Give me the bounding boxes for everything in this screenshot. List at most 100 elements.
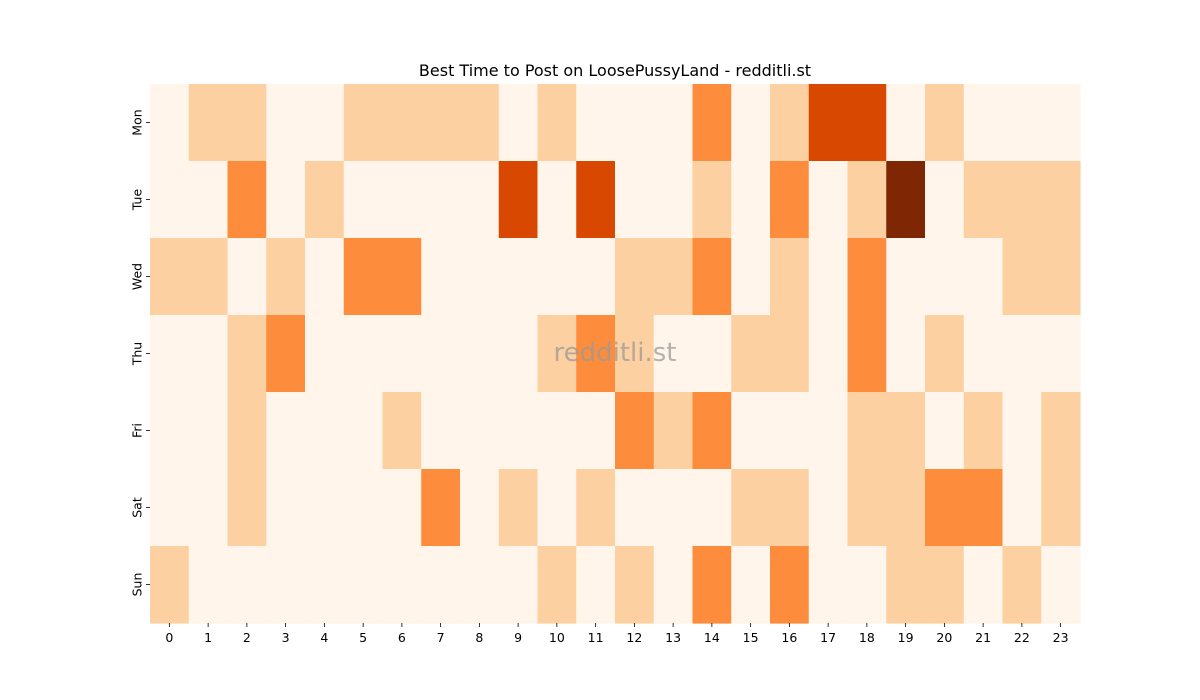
heatmap-cell-wed-19 bbox=[886, 238, 926, 316]
heatmap-cell-tue-3 bbox=[266, 161, 306, 239]
heatmap-cell-mon-16 bbox=[770, 84, 810, 162]
heatmap-cell-mon-4 bbox=[305, 84, 345, 162]
heatmap-cell-mon-8 bbox=[460, 84, 500, 162]
heatmap-cell-sat-9 bbox=[498, 469, 539, 547]
y-tick-label: Thu bbox=[130, 342, 145, 366]
heatmap-cell-fri-22 bbox=[1002, 392, 1042, 470]
heatmap-cell-sun-12 bbox=[615, 546, 655, 624]
heatmap-cell-sun-21 bbox=[963, 546, 1004, 624]
heatmap-cell-sat-16 bbox=[770, 469, 810, 547]
heatmap-cell-sun-23 bbox=[1041, 546, 1081, 624]
chart-title: Best Time to Post on LoosePussyLand - re… bbox=[419, 61, 811, 80]
heatmap-cell-tue-20 bbox=[925, 161, 965, 239]
heatmap-cell-sun-18 bbox=[847, 546, 887, 624]
heatmap-cell-sat-15 bbox=[731, 469, 771, 547]
heatmap-cell-wed-6 bbox=[382, 238, 422, 316]
heatmap-cell-wed-20 bbox=[925, 238, 965, 316]
heatmap-cell-fri-20 bbox=[925, 392, 965, 470]
x-tick-label: 0 bbox=[165, 630, 173, 645]
heatmap-cell-mon-11 bbox=[576, 84, 616, 162]
heatmap-cell-thu-15 bbox=[731, 315, 771, 393]
heatmap-cell-thu-12 bbox=[615, 315, 655, 393]
heatmap-cell-wed-11 bbox=[576, 238, 616, 316]
heatmap-cell-wed-4 bbox=[305, 238, 345, 316]
x-tick-label: 7 bbox=[437, 630, 445, 645]
x-tick-label: 10 bbox=[549, 630, 565, 645]
heatmap-cell-wed-7 bbox=[421, 238, 461, 316]
x-tick-label: 14 bbox=[704, 630, 720, 645]
heatmap-cell-sun-14 bbox=[692, 546, 732, 624]
heatmap-cell-sat-20 bbox=[925, 469, 965, 547]
heatmap-cell-tue-23 bbox=[1041, 161, 1081, 239]
heatmap-cell-wed-8 bbox=[460, 238, 500, 316]
heatmap-cell-thu-11 bbox=[576, 315, 616, 393]
heatmap-cell-fri-13 bbox=[653, 392, 694, 470]
x-tick-label: 16 bbox=[781, 630, 797, 645]
heatmap-cell-sat-19 bbox=[886, 469, 926, 547]
heatmap-cell-sun-1 bbox=[188, 546, 229, 624]
heatmap-cell-tue-19 bbox=[886, 161, 926, 239]
heatmap-cell-mon-18 bbox=[847, 84, 887, 162]
heatmap-cell-fri-18 bbox=[847, 392, 887, 470]
x-tick-label: 9 bbox=[514, 630, 522, 645]
heatmap-cell-fri-6 bbox=[382, 392, 422, 470]
heatmap-cell-mon-20 bbox=[925, 84, 965, 162]
heatmap-cell-tue-12 bbox=[615, 161, 655, 239]
heatmap-cell-wed-22 bbox=[1002, 238, 1042, 316]
heatmap-cell-mon-12 bbox=[615, 84, 655, 162]
heatmap-cell-mon-7 bbox=[421, 84, 461, 162]
heatmap-cell-sat-2 bbox=[227, 469, 267, 547]
heatmap-cell-thu-22 bbox=[1002, 315, 1042, 393]
heatmap-cell-tue-22 bbox=[1002, 161, 1042, 239]
heatmap-cell-mon-17 bbox=[808, 84, 849, 162]
heatmap-cell-sun-2 bbox=[227, 546, 267, 624]
heatmap-cell-mon-10 bbox=[537, 84, 577, 162]
heatmap-cell-fri-17 bbox=[808, 392, 849, 470]
heatmap-cell-sat-11 bbox=[576, 469, 616, 547]
heatmap-cell-thu-2 bbox=[227, 315, 267, 393]
heatmap-cell-tue-5 bbox=[343, 161, 384, 239]
heatmap-cell-tue-0 bbox=[150, 161, 190, 239]
heatmap-cell-wed-21 bbox=[963, 238, 1004, 316]
heatmap-cell-fri-8 bbox=[460, 392, 500, 470]
heatmap-cell-wed-17 bbox=[808, 238, 849, 316]
heatmap-cell-sat-13 bbox=[653, 469, 694, 547]
heatmap-cell-thu-21 bbox=[963, 315, 1004, 393]
heatmap-cell-thu-9 bbox=[498, 315, 539, 393]
heatmap-cell-sun-5 bbox=[343, 546, 384, 624]
heatmap-cell-tue-15 bbox=[731, 161, 771, 239]
heatmap-cell-thu-18 bbox=[847, 315, 887, 393]
heatmap-cell-tue-13 bbox=[653, 161, 694, 239]
x-tick-label: 5 bbox=[359, 630, 367, 645]
heatmap-cell-sat-17 bbox=[808, 469, 849, 547]
heatmap-cell-sun-19 bbox=[886, 546, 926, 624]
heatmap-cell-wed-9 bbox=[498, 238, 539, 316]
heatmap-cell-wed-13 bbox=[653, 238, 694, 316]
heatmap-cell-sat-12 bbox=[615, 469, 655, 547]
y-tick-label: Sun bbox=[130, 573, 145, 597]
heatmap-cell-thu-13 bbox=[653, 315, 694, 393]
heatmap-cell-fri-16 bbox=[770, 392, 810, 470]
heatmap-cell-fri-5 bbox=[343, 392, 384, 470]
heatmap-cell-wed-12 bbox=[615, 238, 655, 316]
heatmap-cell-thu-3 bbox=[266, 315, 306, 393]
x-tick-label: 20 bbox=[936, 630, 952, 645]
heatmap-cell-fri-23 bbox=[1041, 392, 1081, 470]
heatmap-cell-thu-14 bbox=[692, 315, 732, 393]
heatmap-cell-thu-5 bbox=[343, 315, 384, 393]
heatmap-cell-sun-0 bbox=[150, 546, 190, 624]
heatmap-cell-wed-3 bbox=[266, 238, 306, 316]
heatmap-cell-sat-7 bbox=[421, 469, 461, 547]
x-tick-label: 13 bbox=[665, 630, 681, 645]
x-tick-label: 6 bbox=[398, 630, 406, 645]
heatmap-cell-thu-23 bbox=[1041, 315, 1081, 393]
heatmap-cell-mon-14 bbox=[692, 84, 732, 162]
x-tick-label: 17 bbox=[820, 630, 836, 645]
heatmap-cell-thu-20 bbox=[925, 315, 965, 393]
heatmap-cell-sat-14 bbox=[692, 469, 732, 547]
heatmap-cell-mon-9 bbox=[498, 84, 539, 162]
y-tick-label: Wed bbox=[130, 263, 145, 290]
heatmap-cell-wed-0 bbox=[150, 238, 190, 316]
x-tick-label: 19 bbox=[898, 630, 914, 645]
